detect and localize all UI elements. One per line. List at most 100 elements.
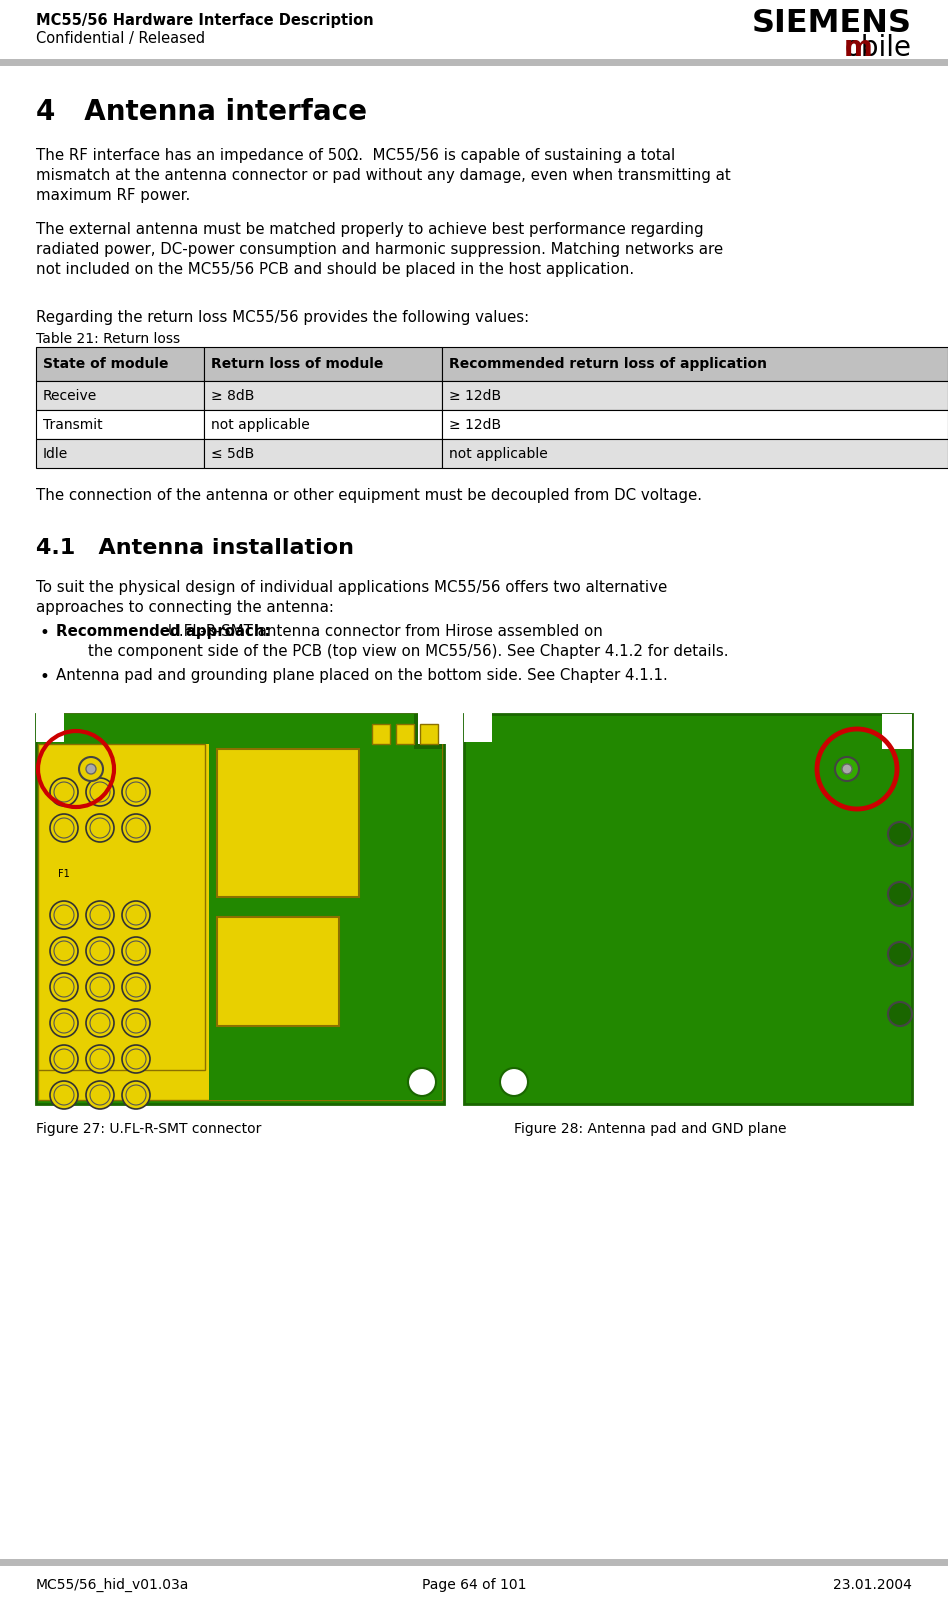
Text: approaches to connecting the antenna:: approaches to connecting the antenna: <box>36 600 334 615</box>
Circle shape <box>86 937 114 964</box>
Circle shape <box>54 781 74 803</box>
Text: Page 64 of 101: Page 64 of 101 <box>422 1578 526 1592</box>
Circle shape <box>50 778 78 806</box>
Bar <box>464 714 912 1103</box>
Circle shape <box>888 822 912 846</box>
Text: ≥ 8dB: ≥ 8dB <box>211 388 254 403</box>
Circle shape <box>126 781 146 803</box>
Circle shape <box>54 1086 74 1105</box>
Bar <box>217 917 339 1026</box>
Text: Idle: Idle <box>43 447 68 461</box>
Bar <box>36 714 444 1103</box>
Circle shape <box>86 1010 114 1037</box>
Circle shape <box>90 819 110 838</box>
Text: Return loss of module: Return loss of module <box>211 358 383 371</box>
Text: Recommended return loss of application: Recommended return loss of application <box>449 358 767 371</box>
Text: ≥ 12dB: ≥ 12dB <box>449 388 501 403</box>
Circle shape <box>126 1086 146 1105</box>
Circle shape <box>122 1045 150 1073</box>
Text: ≤ 5dB: ≤ 5dB <box>211 447 254 461</box>
Circle shape <box>54 1013 74 1032</box>
Circle shape <box>50 901 78 929</box>
Text: Transmit: Transmit <box>43 417 102 432</box>
Circle shape <box>86 1045 114 1073</box>
Circle shape <box>50 937 78 964</box>
Bar <box>204 438 442 468</box>
Text: m: m <box>844 34 873 61</box>
Text: 4   Antenna interface: 4 Antenna interface <box>36 99 367 126</box>
Circle shape <box>500 1068 528 1095</box>
Circle shape <box>126 1048 146 1069</box>
Bar <box>442 380 948 409</box>
Text: Regarding the return loss MC55/56 provides the following values:: Regarding the return loss MC55/56 provid… <box>36 311 529 325</box>
Bar <box>36 438 204 468</box>
Text: U.FL-R-SMT antenna connector from Hirose assembled on: U.FL-R-SMT antenna connector from Hirose… <box>168 625 603 639</box>
Circle shape <box>86 814 114 841</box>
Circle shape <box>408 1068 436 1095</box>
Text: F1: F1 <box>58 869 70 879</box>
Bar <box>36 346 204 380</box>
Circle shape <box>90 1048 110 1069</box>
Text: Recommended approach:: Recommended approach: <box>56 625 276 639</box>
Circle shape <box>126 819 146 838</box>
Circle shape <box>86 1081 114 1108</box>
Bar <box>36 380 204 409</box>
Text: •: • <box>40 668 50 686</box>
Bar <box>36 712 64 743</box>
Circle shape <box>86 901 114 929</box>
Circle shape <box>122 937 150 964</box>
Text: not applicable: not applicable <box>449 447 548 461</box>
Text: obile: obile <box>845 34 912 61</box>
Circle shape <box>79 757 103 781</box>
Text: 23.01.2004: 23.01.2004 <box>833 1578 912 1592</box>
Circle shape <box>126 1013 146 1032</box>
Circle shape <box>888 882 912 906</box>
Circle shape <box>50 1045 78 1073</box>
Bar <box>38 714 442 744</box>
Circle shape <box>54 904 74 925</box>
Text: 4.1   Antenna installation: 4.1 Antenna installation <box>36 539 354 558</box>
Circle shape <box>54 942 74 961</box>
Circle shape <box>54 819 74 838</box>
Text: The external antenna must be matched properly to achieve best performance regard: The external antenna must be matched pro… <box>36 222 703 236</box>
Circle shape <box>122 1010 150 1037</box>
Bar <box>418 712 448 744</box>
Text: State of module: State of module <box>43 358 169 371</box>
Circle shape <box>122 901 150 929</box>
Circle shape <box>835 757 859 781</box>
Circle shape <box>126 942 146 961</box>
Circle shape <box>50 814 78 841</box>
Circle shape <box>90 977 110 997</box>
Text: •: • <box>40 625 50 642</box>
Text: ≥ 12dB: ≥ 12dB <box>449 417 501 432</box>
Circle shape <box>126 977 146 997</box>
Circle shape <box>122 1081 150 1108</box>
Bar <box>372 723 390 744</box>
Circle shape <box>122 778 150 806</box>
Text: Receive: Receive <box>43 388 98 403</box>
Circle shape <box>122 814 150 841</box>
Bar <box>204 380 442 409</box>
Text: Table 21: Return loss: Table 21: Return loss <box>36 332 180 346</box>
Circle shape <box>86 778 114 806</box>
Text: The RF interface has an impedance of 50Ω.  MC55/56 is capable of sustaining a to: The RF interface has an impedance of 50Ω… <box>36 147 675 163</box>
Circle shape <box>50 972 78 1002</box>
Text: the component side of the PCB (top view on MC55/56). See Chapter 4.1.2 for detai: the component side of the PCB (top view … <box>88 644 728 659</box>
Bar <box>204 409 442 438</box>
Circle shape <box>122 972 150 1002</box>
Circle shape <box>86 764 96 773</box>
Text: Antenna pad and grounding plane placed on the bottom side. See Chapter 4.1.1.: Antenna pad and grounding plane placed o… <box>56 668 667 683</box>
Text: To suit the physical design of individual applications MC55/56 offers two altern: To suit the physical design of individua… <box>36 579 667 595</box>
Bar <box>414 714 442 749</box>
Text: The connection of the antenna or other equipment must be decoupled from DC volta: The connection of the antenna or other e… <box>36 489 702 503</box>
Text: Figure 27: U.FL-R-SMT connector: Figure 27: U.FL-R-SMT connector <box>36 1121 262 1136</box>
Circle shape <box>888 942 912 966</box>
Bar <box>396 723 414 744</box>
Circle shape <box>54 1048 74 1069</box>
Circle shape <box>90 904 110 925</box>
Text: SIEMENS: SIEMENS <box>752 8 912 39</box>
Circle shape <box>842 764 852 773</box>
Bar <box>464 712 492 743</box>
Text: Confidential / Released: Confidential / Released <box>36 31 205 45</box>
Bar <box>38 714 442 1100</box>
